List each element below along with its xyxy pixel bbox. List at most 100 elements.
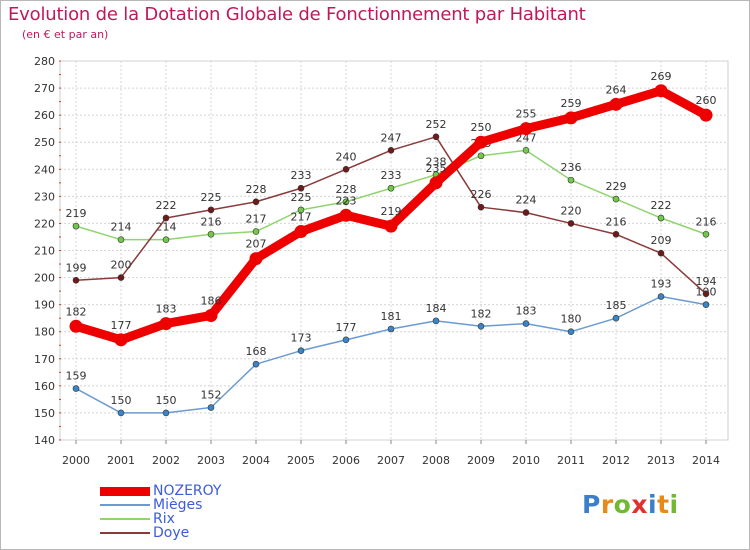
data-label-nozeroy: 207 (246, 238, 267, 251)
data-label-mieges: 185 (606, 299, 627, 312)
data-label-mieges: 168 (246, 345, 267, 358)
point-nozeroy (204, 308, 218, 322)
data-label-mieges: 181 (381, 310, 402, 323)
point-nozeroy (384, 219, 398, 233)
data-label-mieges: 150 (111, 394, 132, 407)
data-label-nozeroy: 235 (426, 162, 447, 175)
data-label-doye: 233 (291, 169, 312, 182)
point-nozeroy (519, 122, 533, 136)
data-label-doye: 224 (516, 194, 537, 207)
data-label-nozeroy: 183 (156, 303, 177, 316)
data-label-mieges: 184 (426, 302, 447, 315)
legend-item-nozeroy: NOZEROY (100, 484, 221, 498)
data-label-mieges: 193 (651, 278, 672, 291)
point-rix (612, 195, 620, 203)
y-tick-label: 280 (34, 55, 55, 68)
point-rix (522, 147, 530, 154)
point-doye (432, 133, 440, 141)
point-doye (387, 147, 395, 154)
y-tick-label: 190 (34, 299, 55, 312)
x-tick-label: 2004 (242, 454, 270, 467)
data-label-nozeroy: 259 (561, 97, 582, 110)
point-mieges (567, 328, 575, 336)
data-label-rix: 225 (291, 191, 312, 204)
point-mieges (342, 336, 350, 344)
data-label-rix: 217 (246, 213, 267, 226)
logo-letter: o (613, 490, 632, 519)
legend-label-nozeroy: NOZEROY (153, 483, 222, 499)
x-tick-label: 2011 (557, 454, 585, 467)
data-label-nozeroy: 269 (651, 70, 672, 83)
data-label-rix: 222 (651, 199, 672, 212)
point-rix (207, 230, 215, 238)
point-rix (342, 198, 350, 206)
data-label-mieges: 183 (516, 305, 537, 318)
data-label-rix: 236 (561, 161, 582, 174)
x-tick-label: 2001 (107, 454, 135, 467)
point-rix (657, 214, 665, 222)
point-mieges (657, 293, 665, 300)
legend-label-mieges: Mièges (153, 497, 203, 513)
data-label-doye: 220 (561, 204, 582, 217)
data-label-rix: 214 (111, 221, 132, 234)
x-tick-label: 2008 (422, 454, 450, 467)
point-mieges (522, 320, 530, 327)
point-rix (567, 176, 575, 184)
data-label-doye: 194 (696, 275, 717, 288)
y-tick-label: 240 (34, 163, 55, 176)
point-nozeroy (159, 317, 173, 331)
legend-item-doye: Doye (100, 526, 221, 540)
point-doye (252, 198, 260, 206)
point-nozeroy (429, 176, 443, 190)
y-tick-label: 180 (34, 326, 55, 339)
data-label-nozeroy: 177 (111, 319, 132, 332)
point-rix (162, 236, 170, 243)
legend-item-rix: Rix (100, 512, 221, 526)
point-doye (162, 214, 170, 222)
x-tick-label: 2012 (602, 454, 630, 467)
point-mieges (72, 385, 80, 392)
legend-swatch-nozeroy (100, 486, 150, 496)
point-doye (117, 274, 125, 281)
data-label-nozeroy: 217 (291, 211, 312, 224)
point-doye (567, 220, 575, 227)
x-tick-label: 2007 (377, 454, 405, 467)
chart-subtitle: (en € et par an) (22, 28, 109, 41)
data-label-rix: 216 (696, 215, 717, 228)
y-tick-label: 140 (34, 434, 55, 447)
point-nozeroy (294, 225, 308, 239)
data-label-mieges: 180 (561, 313, 582, 326)
logo-letter: i (669, 490, 679, 519)
point-rix (72, 222, 80, 230)
logo-letter: i (648, 490, 658, 519)
point-nozeroy (114, 333, 128, 347)
point-doye (657, 249, 665, 257)
data-label-doye: 252 (426, 118, 447, 131)
point-mieges (387, 325, 395, 333)
data-label-rix: 216 (201, 215, 222, 228)
point-nozeroy (249, 252, 263, 266)
point-rix (117, 236, 125, 243)
point-mieges (162, 409, 170, 417)
data-label-doye: 240 (336, 150, 357, 163)
logo-letter: P (582, 490, 601, 519)
data-label-nozeroy: 182 (66, 305, 87, 318)
legend-label-doye: Doye (153, 525, 190, 541)
point-nozeroy (474, 135, 488, 149)
point-nozeroy (339, 208, 353, 222)
data-label-nozeroy: 250 (471, 121, 492, 134)
y-tick-label: 260 (34, 109, 55, 122)
data-label-doye: 247 (381, 131, 402, 144)
point-nozeroy (654, 84, 668, 98)
point-doye (477, 203, 485, 211)
data-label-mieges: 159 (66, 370, 87, 383)
y-tick-label: 150 (34, 407, 55, 420)
y-tick-label: 170 (34, 353, 55, 366)
data-label-nozeroy: 219 (381, 205, 402, 218)
y-tick-label: 200 (34, 272, 55, 285)
data-label-nozeroy: 223 (336, 194, 357, 207)
data-label-mieges: 173 (291, 332, 312, 345)
legend: NOZEROY Mièges Rix Doye (100, 484, 221, 540)
data-label-doye: 226 (471, 188, 492, 201)
